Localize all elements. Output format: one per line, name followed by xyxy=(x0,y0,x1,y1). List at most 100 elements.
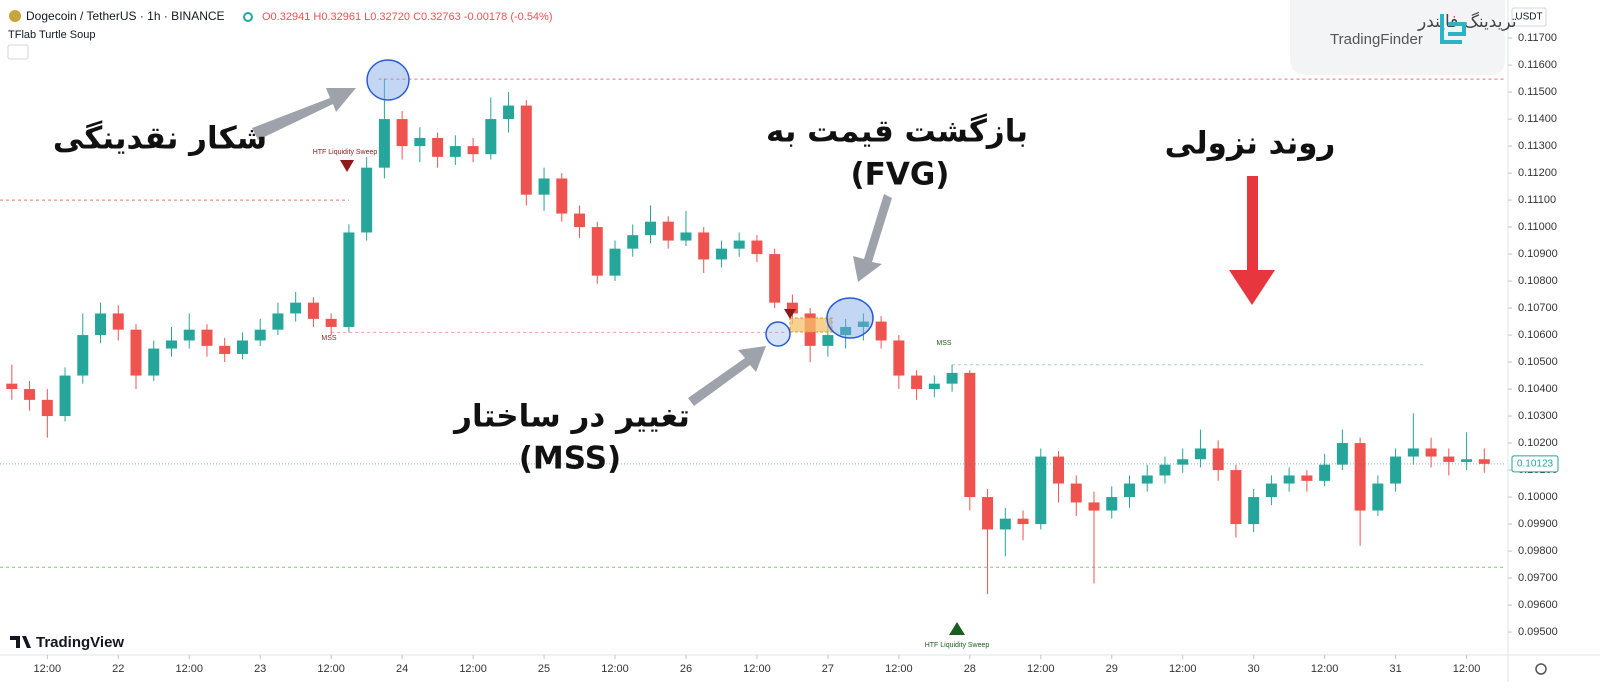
symbol-title: Dogecoin / TetherUS · 1h · BINANCE xyxy=(26,9,225,23)
candle-body xyxy=(1141,475,1153,484)
y-tick-label: 0.09900 xyxy=(1518,518,1558,530)
candle-body xyxy=(41,399,53,417)
candle-body xyxy=(1230,470,1242,525)
y-tick-label: 0.10900 xyxy=(1518,248,1558,260)
candle-body xyxy=(1478,459,1490,464)
candle-body xyxy=(130,329,142,376)
y-tick-label: 0.11700 xyxy=(1518,32,1557,44)
last-price-tag xyxy=(1511,455,1559,473)
y-tick-label: 0.11400 xyxy=(1518,113,1557,125)
candle-body xyxy=(1177,459,1189,465)
tv-brand: TradingView xyxy=(36,634,124,651)
candle-body xyxy=(698,232,710,260)
candle-body xyxy=(574,213,586,228)
candle-body xyxy=(77,335,89,376)
status-dot xyxy=(243,12,253,22)
candle-body xyxy=(254,329,266,341)
candle-body xyxy=(307,302,319,319)
candle-body xyxy=(59,375,71,417)
candle-body xyxy=(1035,456,1047,525)
x-tick-label: 12:00 xyxy=(1027,663,1055,675)
x-tick-label: 22 xyxy=(112,663,124,675)
candle-body xyxy=(538,178,550,195)
candle-body xyxy=(1159,464,1171,476)
x-tick-label: 12:00 xyxy=(1311,663,1339,675)
candle-body xyxy=(6,383,18,390)
x-tick-label: 24 xyxy=(396,663,408,675)
candle-body xyxy=(1461,459,1473,462)
currency-box[interactable] xyxy=(1511,7,1547,27)
candle-body xyxy=(715,248,727,260)
x-tick-label: 28 xyxy=(964,663,976,675)
y-tick-label: 0.09700 xyxy=(1518,572,1558,584)
candle-body xyxy=(1194,448,1206,460)
coin-icon xyxy=(9,10,21,22)
candle-body xyxy=(503,105,515,120)
candle-body xyxy=(112,313,124,330)
candle-body xyxy=(893,340,905,376)
candle-body xyxy=(911,375,923,390)
mss-circle xyxy=(765,321,791,347)
y-tick-label: 0.10700 xyxy=(1518,302,1558,314)
candle-body xyxy=(982,497,994,530)
x-tick-label: 12:00 xyxy=(34,663,62,675)
ohlc-values: O0.32941 H0.32961 L0.32720 C0.32763 -0.0… xyxy=(262,11,553,23)
annotation: تغییر در ساختار xyxy=(452,399,690,435)
candle-body xyxy=(165,340,177,349)
plot-area xyxy=(0,78,1505,595)
y-tick-label: 0.11100 xyxy=(1518,194,1556,206)
x-tick-label: 12:00 xyxy=(175,663,203,675)
x-tick-label: 27 xyxy=(822,663,834,675)
currency: USDT xyxy=(1515,12,1542,23)
candle-body xyxy=(236,340,248,354)
mss-label: MSS xyxy=(936,340,952,347)
candle-body xyxy=(964,372,976,498)
candle-body xyxy=(432,137,444,157)
settings-button[interactable] xyxy=(1535,663,1547,675)
y-tick-label: 0.10400 xyxy=(1518,383,1558,395)
x-tick-label: 12:00 xyxy=(601,663,629,675)
annotation: بازگشت قیمت به xyxy=(766,113,1028,150)
candle-body xyxy=(1407,448,1419,457)
candle-body xyxy=(485,119,497,155)
downtrend-arrow xyxy=(1229,176,1275,305)
candle-body xyxy=(414,137,426,147)
candle-body xyxy=(1212,448,1224,471)
candle-body xyxy=(946,372,958,384)
candle-body xyxy=(1425,448,1437,457)
candle-body xyxy=(1248,497,1260,525)
mss-marker xyxy=(784,309,796,319)
brand-en: TradingFinder xyxy=(1330,31,1423,48)
x-tick-label: 26 xyxy=(680,663,692,675)
y-tick-label: 0.11200 xyxy=(1518,167,1557,179)
x-tick-label: 12:00 xyxy=(1169,663,1197,675)
sweep-label: HTF Liquidity Sweep xyxy=(925,642,990,649)
candle-body xyxy=(1336,443,1348,465)
candle-body xyxy=(1319,464,1331,481)
collapse-button[interactable] xyxy=(7,44,29,60)
x-tick-label: 31 xyxy=(1389,663,1401,675)
candle-body xyxy=(928,383,940,390)
candle-body xyxy=(95,313,107,336)
x-tick-label: 12:00 xyxy=(317,663,345,675)
candle-body xyxy=(875,321,887,341)
candle-body xyxy=(644,221,656,236)
candle-body xyxy=(1354,443,1366,511)
candle-body xyxy=(999,518,1011,530)
candle-body xyxy=(361,167,373,233)
indicator-name[interactable]: TFlab Turtle Soup xyxy=(8,29,95,41)
candle-body xyxy=(769,254,781,303)
candle-body xyxy=(325,318,337,327)
candle-body xyxy=(1443,456,1455,462)
candle-body xyxy=(751,240,763,255)
candle-body xyxy=(609,248,621,276)
candle-body xyxy=(680,232,692,241)
candle-body xyxy=(520,105,532,195)
candle-body xyxy=(272,313,284,330)
y-tick-label: 0.09500 xyxy=(1518,626,1558,638)
candle-body xyxy=(733,240,745,249)
arrow xyxy=(853,194,892,282)
candle-body xyxy=(343,232,355,327)
